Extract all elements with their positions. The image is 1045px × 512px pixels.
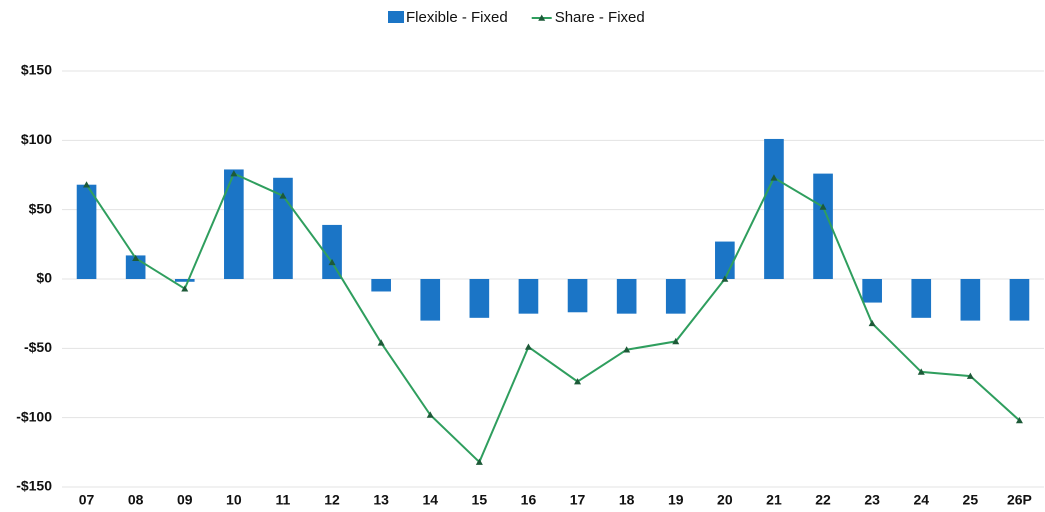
line-marker: [966, 372, 974, 379]
line: [85, 172, 1021, 464]
bar: [1009, 279, 1030, 321]
bar: [174, 279, 195, 282]
line-marker: [1015, 416, 1023, 424]
line-marker: [819, 203, 827, 210]
x-tick-label: 10: [226, 492, 242, 508]
line-marker: [279, 192, 287, 199]
x-tick-label: 18: [619, 492, 635, 508]
line-marker: [623, 346, 631, 353]
bar: [371, 279, 391, 292]
line-marker: [524, 343, 532, 350]
y-tick-label: -$50: [24, 339, 52, 355]
x-tick-label: 20: [717, 492, 733, 508]
line-marker: [377, 339, 385, 346]
x-tick-label: 11: [276, 492, 291, 508]
bar: [862, 279, 882, 303]
bar: [567, 279, 588, 313]
line-marker: [132, 254, 140, 261]
bar: [665, 279, 686, 314]
line-marker: [83, 181, 91, 188]
legend-label: Flexible - Fixed: [406, 9, 508, 26]
y-tick-label: $150: [21, 62, 52, 78]
line-marker: [230, 170, 238, 177]
bar: [420, 279, 441, 321]
bar: [322, 224, 342, 279]
y-tick-label: $100: [21, 131, 52, 147]
line-marker: [181, 285, 189, 292]
bar: [224, 169, 244, 279]
line-marker: [721, 275, 729, 282]
y-tick-label: -$100: [16, 408, 52, 424]
line-marker: [328, 258, 336, 266]
x-tick-label: 12: [324, 492, 340, 508]
x-tick-label: 15: [472, 492, 488, 508]
bar: [76, 184, 97, 279]
line-marker: [770, 174, 778, 181]
line-marker: [868, 319, 876, 327]
legend-marker: [538, 14, 546, 21]
legend-label: Share - Fixed: [555, 9, 645, 26]
x-tick-label: 13: [373, 492, 389, 508]
line-marker: [574, 378, 582, 385]
bar: [911, 279, 932, 318]
bar: [764, 138, 784, 279]
x-tick-label: 07: [79, 492, 95, 508]
x-tick-label: 09: [177, 492, 193, 508]
x-tick-label: 14: [422, 492, 438, 508]
x-tick-label: 17: [570, 492, 586, 508]
x-tick-label: 22: [815, 492, 831, 508]
bar: [715, 241, 735, 279]
bar: [813, 173, 833, 279]
x-tick-label: 16: [521, 492, 537, 508]
bar: [518, 279, 539, 314]
bar: [960, 279, 981, 321]
line-marker: [917, 368, 925, 375]
x-tick-label: 08: [128, 492, 144, 508]
y-tick-label: $0: [36, 270, 52, 286]
line-marker: [475, 458, 483, 465]
y-tick-label: $50: [29, 200, 53, 216]
x-tick-label: 26P: [1007, 492, 1032, 508]
legend-swatch: [388, 11, 404, 23]
x-tick-label: 21: [766, 492, 782, 508]
x-tick-label: 19: [668, 492, 684, 508]
bar: [469, 279, 490, 318]
x-tick-label: 24: [913, 492, 929, 508]
bar: [616, 279, 637, 314]
line-marker: [672, 337, 680, 345]
x-tick-label: 23: [864, 492, 880, 508]
y-tick-label: -$150: [16, 478, 52, 494]
x-tick-label: 25: [963, 492, 979, 508]
line-marker: [426, 411, 434, 418]
